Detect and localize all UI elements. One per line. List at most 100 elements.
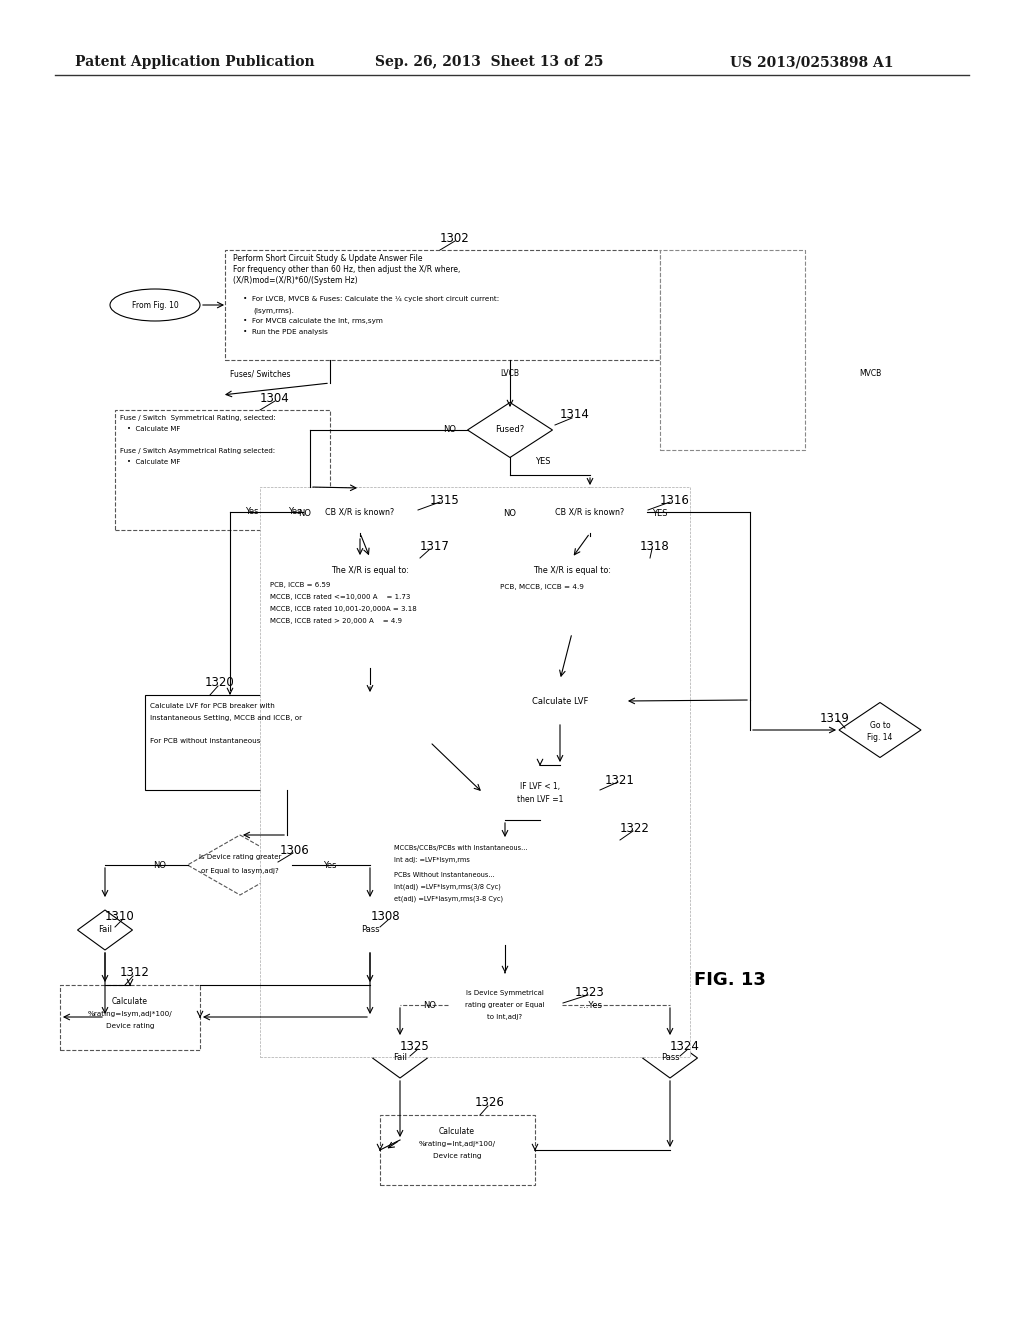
Text: or Equal to Iasym,adj?: or Equal to Iasym,adj? <box>201 869 279 874</box>
Text: Perform Short Circuit Study & Update Answer File: Perform Short Circuit Study & Update Ans… <box>233 253 423 263</box>
Text: YES: YES <box>652 508 668 517</box>
Text: For PCB without instantaneous: For PCB without instantaneous <box>150 738 260 744</box>
Polygon shape <box>302 488 418 536</box>
Text: 1325: 1325 <box>400 1040 430 1052</box>
Text: CB X/R is known?: CB X/R is known? <box>555 507 625 516</box>
Text: NO: NO <box>443 425 457 434</box>
Bar <box>390 840 620 945</box>
Text: 1318: 1318 <box>640 540 670 553</box>
Text: to Int,adj?: to Int,adj? <box>487 1014 522 1020</box>
Text: MCCBs/CCBs/PCBs with Instantaneous...: MCCBs/CCBs/PCBs with Instantaneous... <box>394 845 527 851</box>
Text: PCBs Without Instantaneous...: PCBs Without Instantaneous... <box>394 873 495 878</box>
Polygon shape <box>373 1038 427 1078</box>
Bar <box>495 558 650 634</box>
Text: rating greater or Equal: rating greater or Equal <box>465 1002 545 1008</box>
Text: Instantaneous Setting, MCCB and ICCB, or: Instantaneous Setting, MCCB and ICCB, or <box>150 715 302 721</box>
Bar <box>225 249 660 360</box>
Polygon shape <box>447 973 562 1038</box>
Text: 1304: 1304 <box>260 392 290 404</box>
Text: Fail: Fail <box>393 1053 407 1063</box>
Text: NO: NO <box>424 1001 436 1010</box>
Text: 1322: 1322 <box>621 821 650 834</box>
Text: Device rating: Device rating <box>105 1023 155 1030</box>
Polygon shape <box>342 909 397 950</box>
Text: 1320: 1320 <box>205 676 234 689</box>
Text: 1308: 1308 <box>371 911 399 924</box>
Text: LVCB: LVCB <box>501 370 519 379</box>
Text: 1326: 1326 <box>475 1097 505 1110</box>
Text: Is Device Symmetrical: Is Device Symmetrical <box>466 990 544 997</box>
Text: et(adj) =LVF*Iasym,rms(3-8 Cyc): et(adj) =LVF*Iasym,rms(3-8 Cyc) <box>394 896 503 903</box>
Text: MCCB, ICCB rated <=10,000 A    = 1.73: MCCB, ICCB rated <=10,000 A = 1.73 <box>270 594 411 601</box>
Text: Int(adj) =LVF*Isym,rms(3/8 Cyc): Int(adj) =LVF*Isym,rms(3/8 Cyc) <box>394 884 501 891</box>
Text: For frequency other than 60 Hz, then adjust the X/R where,: For frequency other than 60 Hz, then adj… <box>233 265 461 275</box>
Polygon shape <box>187 836 293 895</box>
Polygon shape <box>78 909 132 950</box>
Text: The X/R is equal to:: The X/R is equal to: <box>331 566 409 576</box>
Polygon shape <box>532 488 647 536</box>
Text: •  Calculate MF: • Calculate MF <box>127 459 180 465</box>
Text: The X/R is equal to:: The X/R is equal to: <box>534 566 611 576</box>
Text: (X/R)mod=(X/R)*60/(System Hz): (X/R)mod=(X/R)*60/(System Hz) <box>233 276 357 285</box>
Text: PCB, ICCB = 6.59: PCB, ICCB = 6.59 <box>270 582 331 587</box>
Text: Fig. 14: Fig. 14 <box>867 733 893 742</box>
Bar <box>145 696 430 789</box>
Bar <box>495 680 625 722</box>
Polygon shape <box>642 1038 697 1078</box>
Text: %rating=Isym,adj*100/: %rating=Isym,adj*100/ <box>88 1011 172 1016</box>
Text: Patent Application Publication: Patent Application Publication <box>75 55 314 69</box>
Text: Device rating: Device rating <box>433 1152 481 1159</box>
Text: ....Yes: ....Yes <box>578 1001 602 1010</box>
Text: From Fig. 10: From Fig. 10 <box>132 301 178 309</box>
Text: (Isym,rms).: (Isym,rms). <box>253 308 294 314</box>
Text: 1302: 1302 <box>440 231 470 244</box>
Text: 1316: 1316 <box>660 494 690 507</box>
Polygon shape <box>468 403 553 458</box>
Text: Fused?: Fused? <box>496 425 524 434</box>
Text: then LVF =1: then LVF =1 <box>517 796 563 804</box>
Text: •  Calculate MF: • Calculate MF <box>127 426 180 432</box>
Text: •  Run the PDE analysis: • Run the PDE analysis <box>243 329 328 335</box>
Text: 1317: 1317 <box>420 540 450 553</box>
Text: 1315: 1315 <box>430 494 460 507</box>
Text: •  For LVCB, MVCB & Fuses: Calculate the ¼ cycle short circuit current:: • For LVCB, MVCB & Fuses: Calculate the … <box>243 296 500 302</box>
Bar <box>60 985 200 1049</box>
Text: MVCB: MVCB <box>859 370 881 379</box>
Text: Pass: Pass <box>660 1053 679 1063</box>
Polygon shape <box>482 766 597 821</box>
Text: NO: NO <box>504 508 516 517</box>
Text: Pass: Pass <box>360 925 379 935</box>
Text: •  For MVCB calculate the Int, rms,sym: • For MVCB calculate the Int, rms,sym <box>243 318 383 323</box>
Bar <box>115 411 330 531</box>
Text: Calculate LVF: Calculate LVF <box>531 697 588 705</box>
Text: 1314: 1314 <box>560 408 590 421</box>
Text: US 2013/0253898 A1: US 2013/0253898 A1 <box>730 55 894 69</box>
Text: MCCB, ICCB rated > 20,000 A    = 4.9: MCCB, ICCB rated > 20,000 A = 4.9 <box>270 618 402 624</box>
Bar <box>265 558 475 668</box>
Bar <box>380 1115 535 1185</box>
Text: Go to: Go to <box>869 721 890 730</box>
Text: 1312: 1312 <box>120 966 150 979</box>
Text: Int adj: =LVF*Isym,rms: Int adj: =LVF*Isym,rms <box>394 857 470 863</box>
Text: Fail: Fail <box>98 925 112 935</box>
Text: Yes: Yes <box>288 507 302 516</box>
Text: MCCB, ICCB rated 10,001-20,000A = 3.18: MCCB, ICCB rated 10,001-20,000A = 3.18 <box>270 606 417 612</box>
Text: Yes: Yes <box>246 507 259 516</box>
Polygon shape <box>839 702 921 758</box>
Text: Yes: Yes <box>324 861 337 870</box>
Text: PCB, MCCB, ICCB = 4.9: PCB, MCCB, ICCB = 4.9 <box>500 583 584 590</box>
Text: 1319: 1319 <box>820 711 850 725</box>
Text: Calculate: Calculate <box>112 997 148 1006</box>
Text: Calculate LVF for PCB breaker with: Calculate LVF for PCB breaker with <box>150 704 274 709</box>
Text: Fuse / Switch Asymmetrical Rating selected:: Fuse / Switch Asymmetrical Rating select… <box>120 447 275 454</box>
Text: 1324: 1324 <box>670 1040 700 1052</box>
Text: CB X/R is known?: CB X/R is known? <box>326 507 394 516</box>
Text: Fuse / Switch  Symmetrical Rating, selected:: Fuse / Switch Symmetrical Rating, select… <box>120 414 275 421</box>
Text: Sep. 26, 2013  Sheet 13 of 25: Sep. 26, 2013 Sheet 13 of 25 <box>375 55 603 69</box>
Text: Fuses/ Switches: Fuses/ Switches <box>229 370 290 379</box>
Ellipse shape <box>110 289 200 321</box>
Text: YES: YES <box>536 458 551 466</box>
Bar <box>660 249 805 450</box>
Text: Is Device rating greater: Is Device rating greater <box>199 854 282 861</box>
Text: IF LVF < 1,: IF LVF < 1, <box>520 781 560 791</box>
